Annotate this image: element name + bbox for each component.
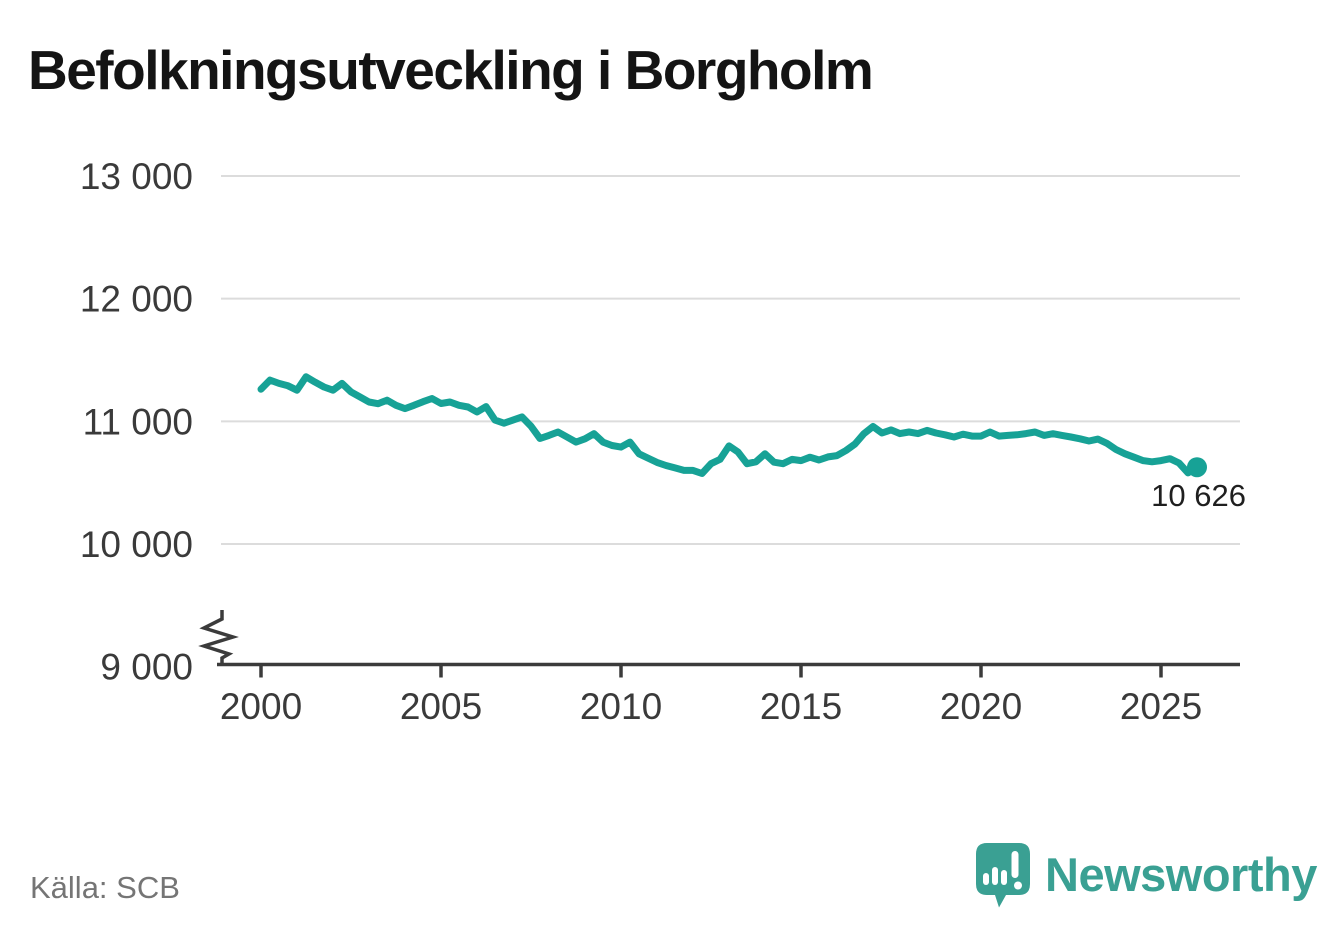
x-tick-label-2020: 2020	[940, 686, 1022, 727]
newsworthy-logo: Newsworthy	[976, 843, 1317, 908]
axis-break-zigzag	[198, 610, 239, 664]
x-tick-label-2010: 2010	[580, 686, 662, 727]
newsworthy-logo-icon	[976, 843, 1030, 908]
logo-bar-1	[983, 873, 989, 885]
x-tick-label-2015: 2015	[760, 686, 842, 727]
source-note: Källa: SCB	[30, 870, 180, 905]
y-tick-label-11000: 11 000	[83, 401, 193, 442]
newsworthy-logo-text: Newsworthy	[1045, 848, 1317, 901]
y-tick-label-13000: 13 000	[80, 156, 193, 197]
logo-exclamation-bar	[1011, 851, 1019, 878]
end-point-marker	[1187, 457, 1207, 478]
x-tick-label-2005: 2005	[400, 686, 482, 727]
logo-exclamation-dot	[1014, 881, 1022, 890]
end-value-label: 10 626	[1151, 478, 1246, 513]
y-tick-label-12000: 12 000	[80, 279, 193, 320]
y-tick-label-9000: 9 000	[100, 647, 193, 688]
logo-bar-2	[992, 867, 998, 885]
logo-bar-3	[1001, 870, 1007, 885]
page-title: Befolkningsutveckling i Borgholm	[28, 39, 874, 101]
y-tick-label-10000: 10 000	[80, 524, 193, 565]
population-series-line	[257, 373, 1201, 477]
x-tick-label-2025: 2025	[1120, 686, 1202, 727]
x-tick-label-2000: 2000	[220, 686, 302, 727]
